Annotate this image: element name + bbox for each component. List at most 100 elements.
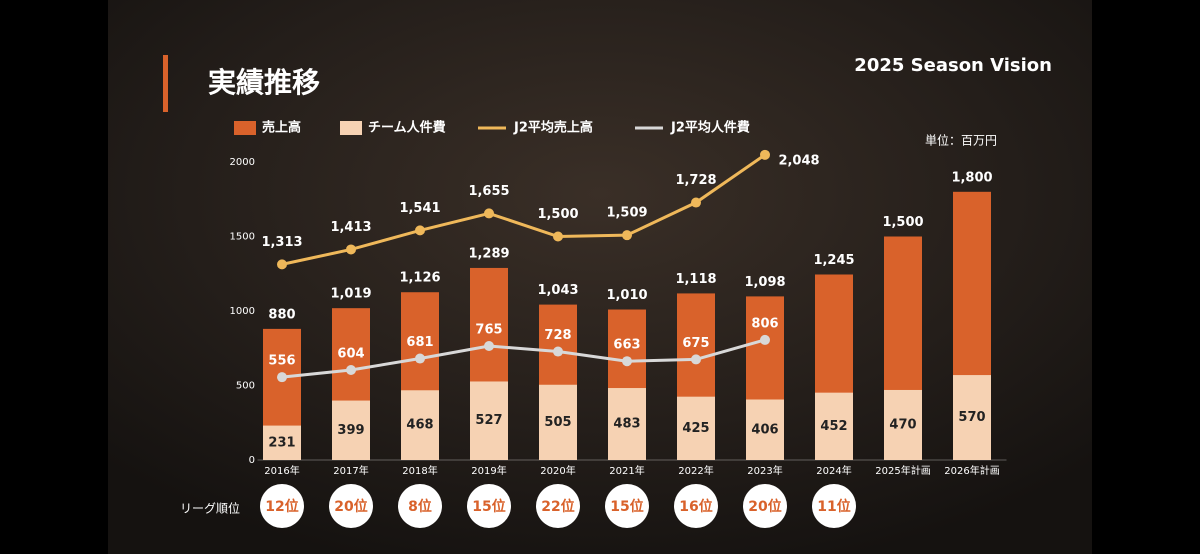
x-tick-label: 2019年 [471,464,506,477]
rank-badge [812,484,856,528]
x-tick-label: 2022年 [678,464,713,477]
point [622,356,632,367]
value-label: 1,010 [606,288,647,303]
rank-badge [536,484,580,528]
value-label: 483 [613,417,640,432]
value-label: 399 [337,423,364,438]
background [108,0,1092,554]
x-tick-label: 2017年 [333,464,368,477]
rank-value: 15位 [610,498,643,515]
legend-label: チーム人件費 [368,120,446,136]
title-accent [163,55,168,112]
rank-badge [674,484,718,528]
bar [953,375,991,460]
value-label: 570 [958,410,985,425]
value-label: 1,019 [330,287,371,302]
point [346,244,356,255]
rank-value: 20位 [748,498,781,515]
value-label: 806 [751,316,778,331]
value-label: 470 [889,417,916,432]
line [281,338,766,379]
value-label: 604 [337,347,364,362]
bar [677,396,715,460]
value-label: 505 [544,415,571,430]
value-label: 1,098 [744,275,785,290]
unit-label: 単位：百万円 [925,133,997,148]
point [484,208,494,219]
value-label: 468 [406,418,433,433]
value-label: 1,541 [399,201,440,216]
value-label: 1,500 [537,207,578,222]
point [553,346,563,357]
y-tick-label: 2000 [230,157,255,168]
value-label: 556 [268,354,295,369]
rank-value: 22位 [541,498,574,515]
value-label: 527 [475,413,502,428]
value-label: 880 [268,307,295,322]
value-label: 1,413 [330,220,371,235]
rank-value: 8位 [408,498,432,515]
point [760,334,770,345]
point [691,197,701,208]
legend-swatch [234,121,256,135]
value-label: 452 [820,419,847,434]
legend-label: J2平均売上高 [513,120,593,136]
rank-badge [398,484,442,528]
y-tick-label: 1500 [230,232,255,243]
bar [608,388,646,460]
rank-badge [260,484,304,528]
rank-badge [743,484,787,528]
legend-swatch [340,121,362,135]
rank-value: 16位 [679,498,712,515]
point [415,225,425,236]
rank-value: 20位 [334,498,367,515]
subtitle: 2025 Season Vision [854,55,1052,76]
bar [263,425,301,460]
value-label: 406 [751,422,778,437]
point [415,353,425,364]
point [346,365,356,376]
bar [884,389,922,460]
value-label: 1,245 [813,253,854,268]
bar [332,400,370,460]
rank-value: 12位 [265,498,298,515]
legend-label: 売上高 [262,120,301,136]
title: 実績推移 [208,66,320,99]
value-label: 1,118 [675,272,716,287]
value-label: 663 [613,338,640,353]
x-tick-label: 2016年 [264,464,299,477]
x-tick-label: 2023年 [747,464,782,477]
value-label: 1,126 [399,271,440,286]
value-label: 231 [268,435,295,450]
y-tick-label: 0 [249,455,255,466]
bar [746,399,784,460]
rank-badge [605,484,649,528]
value-label: 681 [406,335,433,350]
value-label: 1,655 [468,184,509,199]
y-tick-label: 1000 [230,306,255,317]
value-label: 1,500 [882,215,923,230]
value-label: 1,289 [468,246,509,261]
bar [815,392,853,460]
point [553,231,563,242]
value-label: 425 [682,421,709,436]
rank-value: 15位 [472,498,505,515]
point [277,372,287,383]
value-label: 1,509 [606,206,647,221]
value-label: 1,800 [951,170,992,185]
rank-badge [467,484,511,528]
point [622,230,632,241]
x-tick-label: 2025年計画 [875,464,930,477]
bar [401,390,439,460]
legend-label: J2平均人件費 [670,120,750,136]
value-label: 675 [682,336,709,351]
value-label: 1,728 [675,173,716,188]
point [277,259,287,270]
point [691,354,701,365]
value-label: 1,313 [261,235,302,250]
x-tick-label: 2024年 [816,464,851,477]
point [484,341,494,352]
x-tick-label: 2021年 [609,464,644,477]
